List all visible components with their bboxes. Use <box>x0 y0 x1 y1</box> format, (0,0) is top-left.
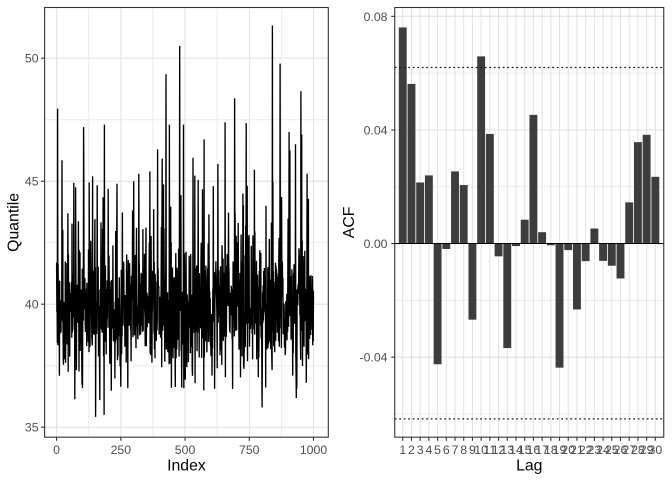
svg-text:10: 10 <box>474 443 488 457</box>
svg-text:0.04: 0.04 <box>364 123 388 137</box>
svg-text:20: 20 <box>561 443 575 457</box>
svg-text:250: 250 <box>111 443 132 457</box>
svg-text:500: 500 <box>175 443 196 457</box>
svg-text:14: 14 <box>509 443 523 457</box>
svg-text:4: 4 <box>425 443 432 457</box>
svg-text:23: 23 <box>588 443 602 457</box>
svg-text:8: 8 <box>460 443 467 457</box>
svg-text:ACF: ACF <box>341 206 358 238</box>
svg-text:9: 9 <box>469 443 476 457</box>
svg-text:19: 19 <box>553 443 567 457</box>
svg-text:7: 7 <box>452 443 459 457</box>
svg-text:11: 11 <box>483 443 496 457</box>
svg-text:35: 35 <box>25 421 39 435</box>
svg-text:2: 2 <box>408 443 415 457</box>
svg-text:28: 28 <box>631 443 645 457</box>
svg-text:750: 750 <box>239 443 260 457</box>
svg-text:13: 13 <box>500 443 514 457</box>
svg-text:18: 18 <box>544 443 558 457</box>
svg-text:24: 24 <box>596 443 610 457</box>
svg-text:21: 21 <box>570 443 584 457</box>
svg-text:Quantile: Quantile <box>5 193 22 252</box>
svg-text:16: 16 <box>527 443 541 457</box>
svg-text:40: 40 <box>25 298 39 312</box>
svg-text:0.00: 0.00 <box>364 237 388 251</box>
svg-text:50: 50 <box>25 52 39 66</box>
svg-text:1000: 1000 <box>300 443 328 457</box>
svg-text:30: 30 <box>648 443 662 457</box>
svg-text:5: 5 <box>434 443 441 457</box>
svg-text:Lag: Lag <box>516 457 542 474</box>
svg-text:-0.04: -0.04 <box>359 351 387 365</box>
svg-text:3: 3 <box>417 443 424 457</box>
svg-text:17: 17 <box>535 443 549 457</box>
svg-text:Index: Index <box>167 457 206 474</box>
svg-text:0.08: 0.08 <box>364 10 388 24</box>
svg-text:27: 27 <box>622 443 636 457</box>
svg-text:1: 1 <box>399 443 406 457</box>
svg-text:15: 15 <box>518 443 532 457</box>
svg-text:6: 6 <box>443 443 450 457</box>
svg-text:29: 29 <box>640 443 654 457</box>
svg-text:22: 22 <box>579 443 593 457</box>
svg-text:25: 25 <box>605 443 619 457</box>
svg-text:26: 26 <box>614 443 628 457</box>
svg-text:0: 0 <box>53 443 60 457</box>
svg-text:45: 45 <box>25 175 39 189</box>
svg-text:12: 12 <box>492 443 506 457</box>
